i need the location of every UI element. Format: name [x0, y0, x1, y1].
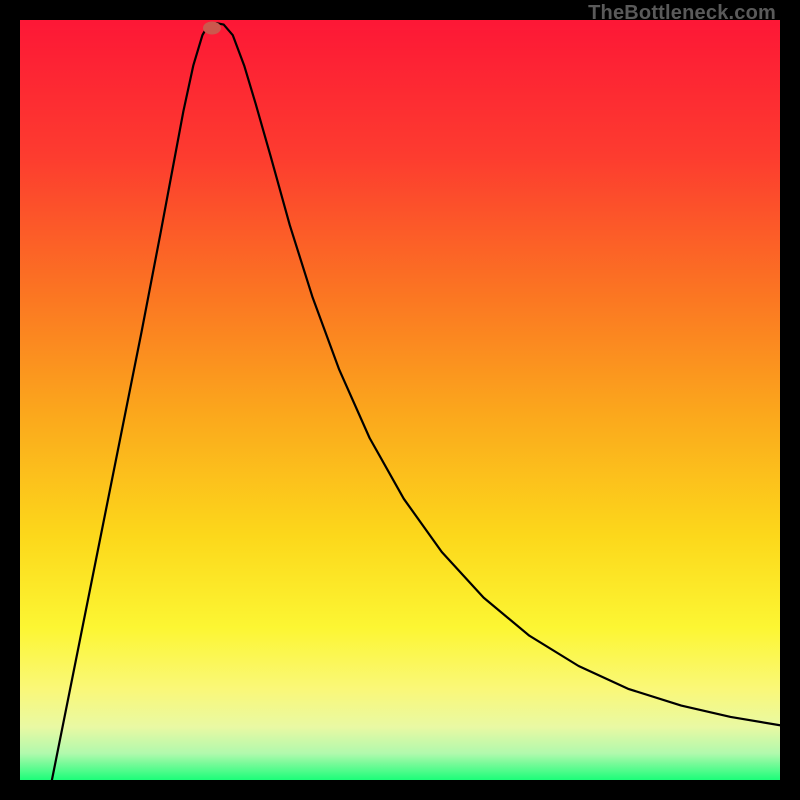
chart-frame: TheBottleneck.com: [0, 0, 800, 800]
plot-area: [20, 20, 780, 780]
watermark-text: TheBottleneck.com: [588, 2, 776, 25]
bottleneck-curve: [20, 20, 780, 780]
optimal-point-marker: [203, 21, 221, 34]
